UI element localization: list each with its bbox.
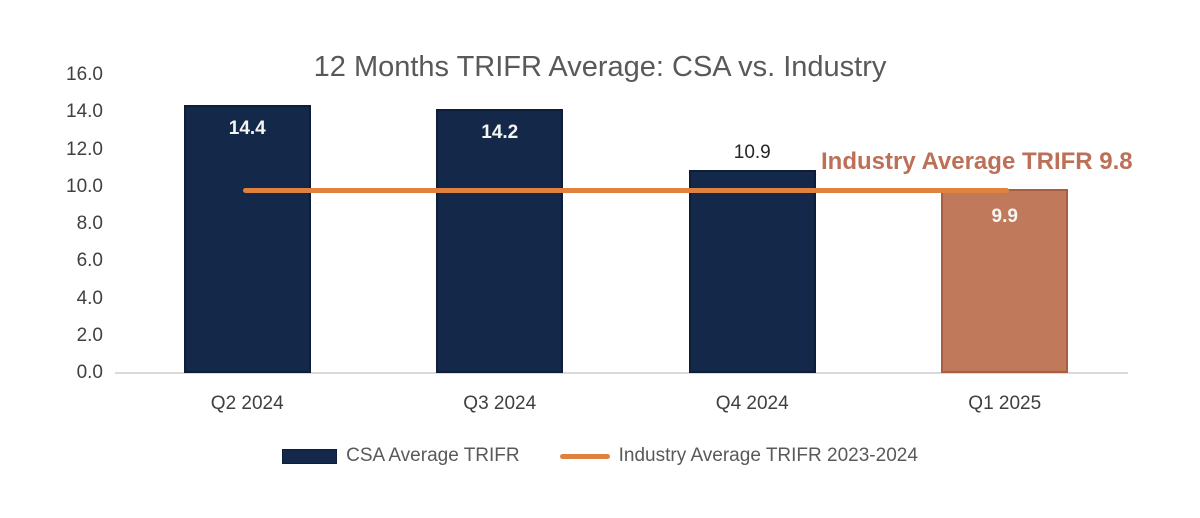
bar-q3-2024 bbox=[436, 108, 564, 373]
industry-average-line bbox=[243, 187, 1009, 193]
y-tick-label: 4.0 bbox=[76, 287, 103, 309]
industry-average-annotation: Industry Average TRIFR 9.8 bbox=[821, 148, 1133, 175]
legend-item-industry: Industry Average TRIFR 2023-2024 bbox=[559, 444, 918, 468]
bar-swatch-icon bbox=[282, 448, 338, 464]
y-tick-label: 16.0 bbox=[66, 64, 103, 85]
x-axis-baseline bbox=[115, 372, 1128, 374]
legend-item-csa: CSA Average TRIFR bbox=[282, 444, 520, 468]
x-axis-label: Q2 2024 bbox=[210, 393, 284, 414]
bar-value-label: 10.9 bbox=[733, 141, 771, 163]
x-axis-label: Q4 2024 bbox=[715, 393, 789, 414]
x-axis-label: Q1 2025 bbox=[968, 393, 1042, 414]
y-tick-label: 14.0 bbox=[66, 101, 103, 123]
legend: CSA Average TRIFR Industry Average TRIFR… bbox=[0, 444, 1200, 468]
bar-q1-2025 bbox=[941, 188, 1069, 373]
y-tick-label: 6.0 bbox=[76, 250, 103, 272]
bar-value-label: 14.2 bbox=[481, 121, 519, 143]
bar-value-label: 14.4 bbox=[228, 117, 266, 139]
x-axis-label: Q3 2024 bbox=[463, 393, 537, 414]
y-tick-label: 12.0 bbox=[66, 138, 103, 160]
bar-q4-2024 bbox=[688, 169, 816, 373]
legend-label-csa: CSA Average TRIFR bbox=[346, 445, 520, 466]
y-tick-label: 8.0 bbox=[76, 213, 103, 234]
y-tick-label: 0.0 bbox=[76, 362, 103, 383]
legend-label-industry: Industry Average TRIFR 2023-2024 bbox=[618, 445, 918, 466]
chart-title: 12 Months TRIFR Average: CSA vs. Industr… bbox=[313, 51, 887, 83]
bar-q2-2024 bbox=[183, 104, 311, 373]
line-swatch-icon bbox=[559, 453, 610, 459]
bar-value-label: 9.9 bbox=[991, 205, 1018, 227]
y-tick-label: 2.0 bbox=[76, 324, 103, 346]
y-tick-label: 10.0 bbox=[66, 175, 103, 197]
